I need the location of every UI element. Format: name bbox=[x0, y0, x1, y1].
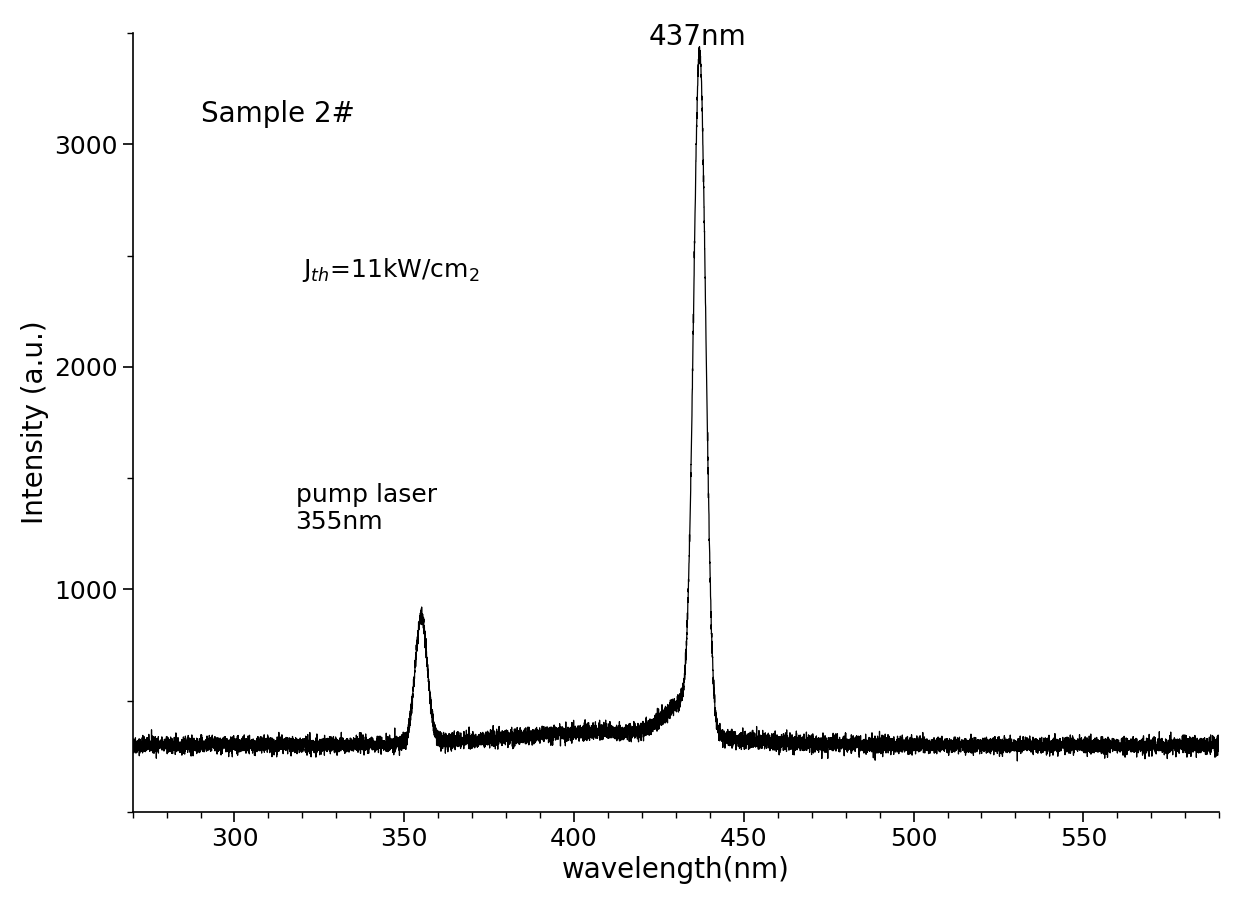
X-axis label: wavelength(nm): wavelength(nm) bbox=[562, 856, 790, 884]
Y-axis label: Intensity (a.u.): Intensity (a.u.) bbox=[21, 320, 48, 524]
Text: 437nm: 437nm bbox=[649, 23, 746, 51]
Text: pump laser
355nm: pump laser 355nm bbox=[295, 482, 436, 534]
Text: Sample 2#: Sample 2# bbox=[201, 100, 355, 128]
Text: J$_{th}$=11kW/cm$_2$: J$_{th}$=11kW/cm$_2$ bbox=[303, 255, 480, 283]
